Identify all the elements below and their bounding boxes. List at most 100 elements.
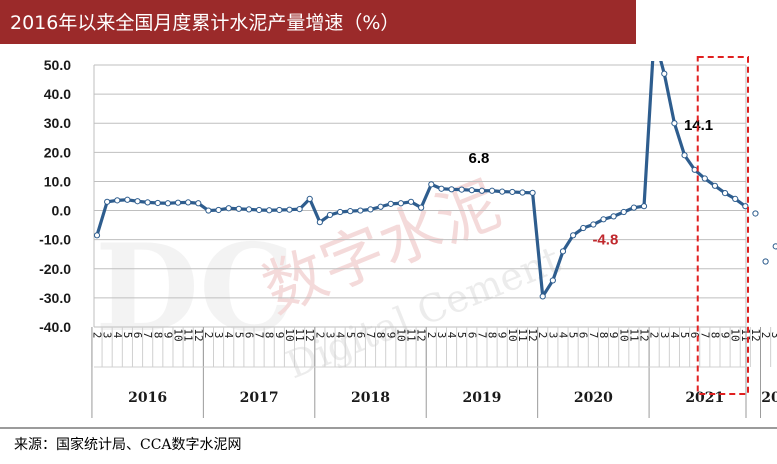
x-tick-label: 12	[303, 328, 316, 341]
highlight-box	[696, 56, 749, 395]
data-point	[306, 195, 313, 203]
x-tick-label: 4	[556, 332, 569, 339]
data-point	[357, 207, 364, 214]
title-bar: 2016年以来全国月度累计水泥产量增速（%）	[0, 0, 636, 44]
data-point	[255, 206, 263, 214]
data-point	[195, 200, 202, 207]
x-tick-label: 7	[587, 332, 600, 339]
x-tick-label: 12	[526, 328, 539, 341]
x-tick-label: 5	[344, 332, 357, 339]
data-point	[296, 206, 303, 213]
x-tick-label: 11	[405, 328, 418, 341]
x-tick-label: 11	[293, 328, 306, 341]
x-year-label: 2016	[128, 390, 167, 406]
data-point	[438, 185, 445, 192]
data-point	[468, 187, 475, 194]
data-point	[407, 198, 415, 205]
data-point	[104, 198, 111, 205]
data-point	[418, 204, 425, 211]
x-tick-label: 2	[425, 332, 438, 339]
data-point	[286, 206, 293, 213]
x-tick-label: 10	[172, 328, 185, 341]
data-point	[661, 70, 668, 77]
data-point	[266, 207, 273, 214]
data-point	[367, 206, 374, 213]
data-point	[732, 195, 739, 203]
x-tick-label: 9	[496, 332, 509, 339]
x-year-label: 2017	[240, 390, 279, 406]
data-point	[539, 293, 546, 300]
data-point	[711, 182, 719, 189]
data-point	[164, 200, 172, 207]
x-tick-label: 6	[242, 332, 255, 339]
x-year-label: 2021	[685, 390, 724, 406]
x-tick-label: 12	[638, 328, 651, 341]
x-tick-label: 5	[567, 332, 580, 339]
x-tick-label: 7	[253, 332, 266, 339]
x-tick-label: 6	[688, 332, 701, 339]
data-point	[772, 243, 777, 250]
y-tick-label: 0.0	[52, 203, 72, 219]
x-tick-label: 9	[719, 332, 732, 339]
x-tick-label: 3	[101, 332, 114, 339]
x-tick-label: 9	[161, 332, 174, 339]
y-tick-label: 20.0	[44, 144, 71, 160]
x-tick-label: 9	[273, 332, 286, 339]
data-point	[600, 216, 607, 223]
data-point	[458, 186, 465, 193]
x-tick-label: 10	[506, 328, 519, 341]
data-point	[590, 221, 597, 228]
x-tick-label: 9	[607, 332, 620, 339]
x-tick-label: 8	[708, 332, 721, 339]
watermark-logo: DC	[95, 218, 295, 359]
x-tick-label: 3	[435, 332, 448, 339]
data-point	[499, 188, 506, 195]
data-point	[742, 203, 749, 210]
chart-title: 2016年以来全国月度累计水泥产量增速（%）	[10, 12, 400, 34]
data-point	[114, 197, 121, 204]
x-tick-label: 3	[546, 332, 559, 339]
data-point	[620, 208, 627, 216]
x-year-label: 2022	[761, 390, 777, 406]
data-point	[610, 213, 617, 220]
x-tick-label: 6	[354, 332, 367, 339]
data-point	[580, 224, 587, 232]
data-point	[124, 196, 131, 203]
data-point	[174, 199, 182, 206]
x-tick-label: 4	[222, 332, 235, 339]
data-point	[215, 206, 222, 214]
x-tick-label: 8	[597, 332, 610, 339]
data-point	[640, 203, 648, 210]
data-point	[347, 208, 354, 215]
data-point	[397, 200, 404, 207]
y-tick-label: -20.0	[39, 261, 71, 277]
x-tick-label: 3	[323, 332, 336, 339]
x-tick-label: 7	[364, 332, 377, 339]
data-point	[570, 232, 577, 239]
x-tick-label: 2	[759, 332, 772, 339]
series-line	[95, 61, 746, 299]
data-point	[387, 200, 394, 207]
y-tick-label: -10.0	[39, 232, 71, 248]
x-tick-label: 2	[536, 332, 549, 339]
data-point	[671, 120, 678, 127]
x-tick-label: 3	[212, 332, 225, 339]
x-tick-label: 8	[263, 332, 276, 339]
x-tick-label: 12	[415, 328, 428, 341]
x-tick-label: 5	[678, 332, 691, 339]
x-tick-label: 6	[465, 332, 478, 339]
y-tick-label: 40.0	[44, 86, 71, 102]
x-year-label: 2019	[462, 390, 501, 406]
data-point	[93, 232, 101, 239]
x-tick-label: 10	[283, 328, 296, 341]
data-point	[549, 277, 556, 284]
data-point	[519, 189, 526, 196]
x-tick-label: 12	[192, 328, 205, 341]
x-tick-label: 8	[151, 332, 164, 339]
y-tick-label: -30.0	[39, 290, 71, 306]
data-point	[337, 208, 344, 216]
x-tick-label: 7	[475, 332, 488, 339]
data-point	[559, 248, 567, 255]
